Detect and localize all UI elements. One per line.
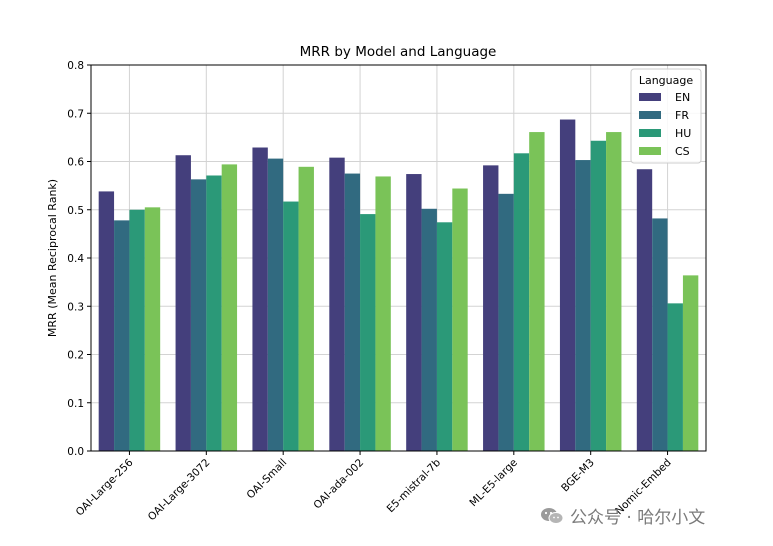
legend-box (630, 68, 702, 164)
bar-cs (298, 166, 314, 451)
bar-en (252, 147, 268, 451)
bar-hu (436, 222, 453, 451)
bar-fr (344, 173, 361, 451)
bar-en (329, 157, 345, 451)
bar-hu (129, 209, 145, 451)
bar-fr (652, 218, 668, 451)
bar-hu (360, 214, 376, 451)
bar-fr (498, 193, 514, 451)
y-tick-label: 0.6 (67, 157, 84, 169)
legend-label-en: EN (675, 91, 690, 104)
watermark-text: 公众号 · 哈尔小文 (570, 508, 706, 528)
x-tick-label: OAI-Large-3072 (146, 457, 213, 524)
x-tick-label: OAI-ada-002 (311, 457, 366, 512)
legend-swatch-fr (639, 111, 661, 119)
bar-fr (421, 208, 437, 451)
bar-fr (267, 158, 284, 452)
bar-cs (221, 164, 238, 451)
bar-hu (206, 175, 222, 451)
legend-label-fr: FR (675, 109, 689, 122)
legend-label-cs: CS (675, 145, 690, 158)
y-axis-label: MRR (Mean Reciprocal Rank) (46, 179, 59, 337)
bar-cs (606, 132, 622, 451)
bar-en (559, 119, 576, 452)
bar-cs (529, 132, 545, 451)
y-axis: 0.0 0.1 0.2 0.3 0.4 0.5 0.6 0.7 0.8 (67, 60, 91, 458)
bar-fr (575, 160, 591, 452)
bars (98, 119, 699, 452)
x-tick-label: E5-mistral-7b (385, 456, 444, 515)
y-tick-label: 0.7 (67, 108, 84, 120)
bar-en (483, 165, 499, 452)
x-tick-label: ML-E5-large (467, 457, 519, 509)
y-tick-label: 0.4 (67, 253, 84, 265)
bar-hu (590, 140, 607, 451)
bar-fr (190, 179, 207, 452)
y-tick-label: 0.8 (67, 60, 84, 72)
bar-cs (682, 275, 699, 451)
legend: Language EN FR HU CS (630, 68, 702, 164)
bar-en (98, 191, 115, 452)
y-tick-label: 0.0 (67, 446, 84, 458)
bar-hu (513, 153, 530, 452)
y-tick-label: 0.3 (67, 301, 84, 313)
x-tick-label: OAI-Small (245, 457, 290, 502)
legend-label-hu: HU (675, 127, 691, 140)
bar-cs (375, 176, 391, 451)
bar-hu (667, 303, 683, 451)
chart-title: MRR by Model and Language (300, 44, 497, 60)
bar-cs (452, 188, 468, 451)
bar-en (175, 155, 191, 452)
bar-en (406, 174, 422, 452)
y-tick-label: 0.1 (67, 398, 84, 410)
watermark: 公众号 · 哈尔小文 (540, 503, 705, 528)
legend-swatch-hu (639, 129, 661, 137)
bar-fr (114, 220, 130, 451)
y-tick-label: 0.2 (67, 350, 84, 362)
bar-cs (144, 207, 161, 451)
x-tick-label: BGE-M3 (559, 457, 597, 495)
legend-swatch-cs (639, 147, 661, 155)
x-tick-label: OAI-Large-256 (74, 456, 136, 518)
y-tick-label: 0.5 (67, 205, 84, 217)
legend-title: Language (639, 74, 694, 87)
legend-swatch-en (639, 93, 661, 101)
bar-en (636, 169, 653, 451)
wechat-icon (541, 507, 564, 524)
bar-hu (283, 201, 299, 451)
